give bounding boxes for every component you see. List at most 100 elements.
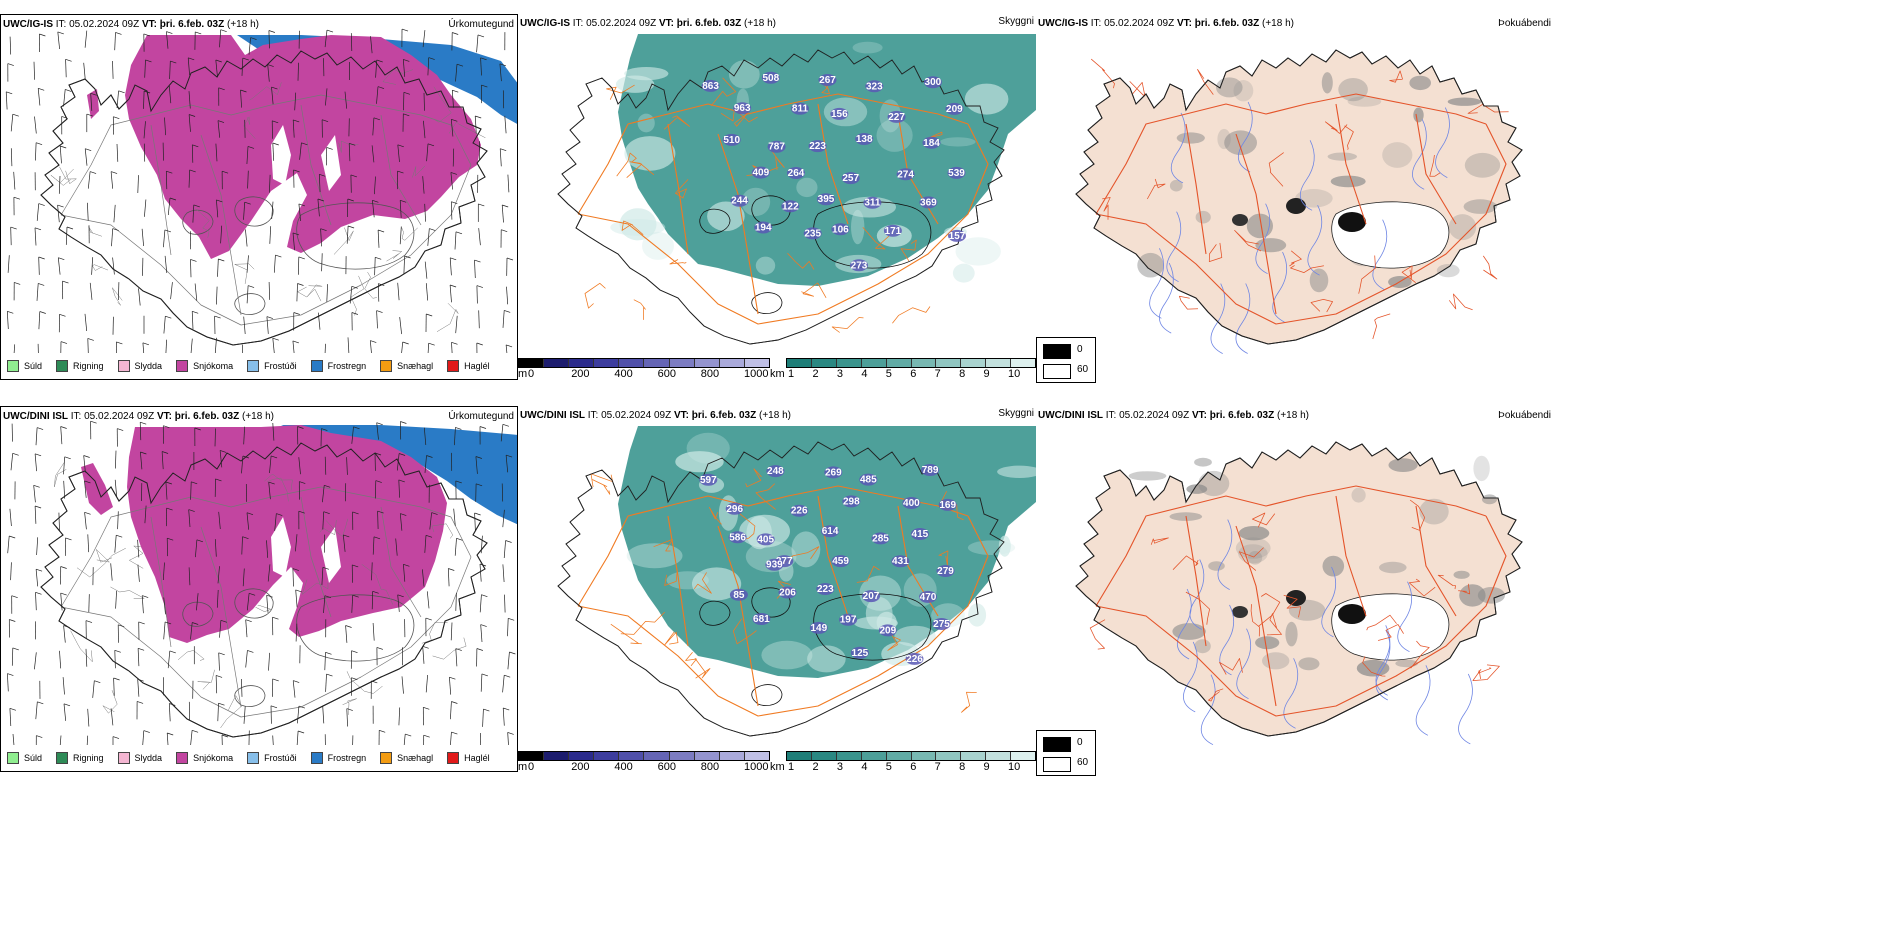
cloud-base-max-label: 510 <box>723 135 740 146</box>
colorbar-tick: 2 <box>812 761 819 773</box>
colorbar-tick: 0 <box>528 761 535 773</box>
colorbar-tick: 7 <box>934 368 941 380</box>
cloud-base-max-label: 274 <box>897 169 914 180</box>
cloud-base-max-label: 409 <box>752 168 769 179</box>
colorbar-swatch <box>886 752 912 760</box>
colorbar-tick: 9 <box>983 368 990 380</box>
colorbar-unit: km <box>770 368 785 380</box>
cloud-base-max-label: 963 <box>734 103 751 114</box>
colorbar-swatch <box>594 752 620 760</box>
cloud-base-max-label: 184 <box>923 138 940 149</box>
colorbar-swatch <box>569 359 595 367</box>
panel-title-visibility-1: UWC/IG-IS IT: 05.02.2024 09Z VT: þri. 6.… <box>520 18 776 29</box>
cloud-base-max-label: 681 <box>753 614 770 625</box>
cloud-base-max-label: 939 <box>766 560 783 571</box>
cloud-base-max-label: 194 <box>755 223 772 234</box>
fog-legend-swatch <box>1043 757 1071 772</box>
colorbar-tick: 1 <box>788 368 795 380</box>
fog-map-2 <box>1075 441 1523 746</box>
colorbar-swatch <box>744 752 769 760</box>
legend-label: Rigning <box>73 361 104 371</box>
colorbar-boxes <box>786 751 1036 761</box>
colorbar-boxes <box>518 358 770 368</box>
fog-panel-2: UWC/DINI ISL IT: 05.02.2024 09Z VT: þri.… <box>1036 406 1554 772</box>
cloud-base-max-label: 275 <box>933 619 950 630</box>
colorbar-swatch <box>694 359 720 367</box>
colorbar-swatch <box>836 359 862 367</box>
fog-legend-label: 60 <box>1077 757 1089 768</box>
precip-legend-item: Slydda <box>117 752 162 764</box>
colorbar-tick: 400 <box>614 761 633 773</box>
fog-legend-label: 60 <box>1077 364 1089 375</box>
cloud-base-max-label: 149 <box>810 623 827 634</box>
cloud-base-max-label: 395 <box>818 194 835 205</box>
legend-label: Snjókoma <box>193 753 234 763</box>
cloud-base-max-label: 197 <box>840 615 857 626</box>
legend-swatch <box>7 360 19 372</box>
cloud-base-max-label: 273 <box>851 260 868 271</box>
legend-swatch <box>447 752 460 764</box>
precip-legend-item: Súld <box>7 752 42 764</box>
cloud-base-max-label: 106 <box>832 224 849 235</box>
colorbar-swatch <box>886 359 912 367</box>
cloud-base-max-label: 209 <box>879 625 896 636</box>
legend-swatch <box>247 360 260 372</box>
colorbar-swatch <box>694 752 720 760</box>
colorbar-unit: m <box>518 761 528 773</box>
cloud-base-colorbar-2: m 0 200 400 600 800 1000 <box>518 749 770 777</box>
fog-legend-swatch <box>1043 364 1071 379</box>
panel-label-precip-type-1: Úrkomutegund <box>448 19 514 30</box>
fog-legend-label: 0 <box>1077 737 1083 748</box>
cloud-base-max-label: 264 <box>788 168 805 179</box>
cloud-base-max-label: 285 <box>872 533 889 544</box>
legend-label: Súld <box>24 753 43 763</box>
fog-legend-2: 0 60 <box>1036 730 1096 776</box>
legend-swatch <box>117 360 130 372</box>
precip-type-map-2 <box>7 420 517 755</box>
colorbar-tick: 2 <box>812 368 819 380</box>
cloud-base-max-label: 171 <box>885 226 902 237</box>
cloud-base-max-label: 311 <box>864 198 881 209</box>
colorbar-swatch <box>644 752 670 760</box>
colorbar-tick: 6 <box>910 368 917 380</box>
colorbar-boxes <box>786 358 1036 368</box>
colorbar-swatch <box>936 752 962 760</box>
colorbar-tick: 1 <box>788 761 795 773</box>
cloud-base-max-label: 431 <box>892 556 909 567</box>
cloud-base-max-label: 138 <box>856 134 873 145</box>
panel-title-precip-2: UWC/DINI ISL IT: 05.02.2024 09Z VT: þri.… <box>3 411 274 422</box>
legend-label: Haglél <box>464 753 490 763</box>
precip-type-panel-2: UWC/DINI ISL IT: 05.02.2024 09Z VT: þri.… <box>0 406 518 772</box>
colorbar-swatch <box>519 359 545 367</box>
legend-swatch <box>56 752 69 764</box>
legend-swatch <box>176 752 189 764</box>
visibility-colorbar-1: km 1 2 3 4 5 6 7 8 9 10 <box>768 356 1036 384</box>
precip-legend-item: Frostúði <box>247 360 297 372</box>
cloud-base-max-label: 85 <box>733 590 745 601</box>
colorbar-swatch <box>787 359 812 367</box>
colorbar-swatch <box>787 752 812 760</box>
visibility-panel-2: 597 248 269 485 789 296 226 298 400 169 405 614 285 4… <box>518 406 1036 772</box>
cloud-base-max-label: 207 <box>863 591 880 602</box>
legend-label: Súld <box>24 361 43 371</box>
colorbar-swatch <box>911 752 937 760</box>
colorbar-swatch <box>669 359 695 367</box>
precip-legend-item: Rigning <box>56 360 104 372</box>
cloud-base-max-label: 125 <box>852 648 869 659</box>
cloud-base-max-label: 235 <box>804 228 821 239</box>
cloud-base-max-label: 248 <box>767 466 784 477</box>
colorbar-swatch <box>744 359 769 367</box>
legend-swatch <box>56 360 69 372</box>
colorbar-swatch <box>669 752 695 760</box>
colorbar-swatch <box>811 752 837 760</box>
cloud-base-max-label: 811 <box>792 104 809 115</box>
cloud-base-max-label: 298 <box>843 496 860 507</box>
colorbar-tick: 0 <box>528 368 535 380</box>
cloud-base-max-label: 223 <box>809 141 826 152</box>
colorbar-swatch <box>719 359 745 367</box>
colorbar-swatch <box>961 359 987 367</box>
cloud-base-max-label: 539 <box>948 168 965 179</box>
legend-label: Frostregn <box>327 753 367 763</box>
cloud-base-max-label: 300 <box>925 77 942 88</box>
colorbar-swatch <box>861 359 887 367</box>
